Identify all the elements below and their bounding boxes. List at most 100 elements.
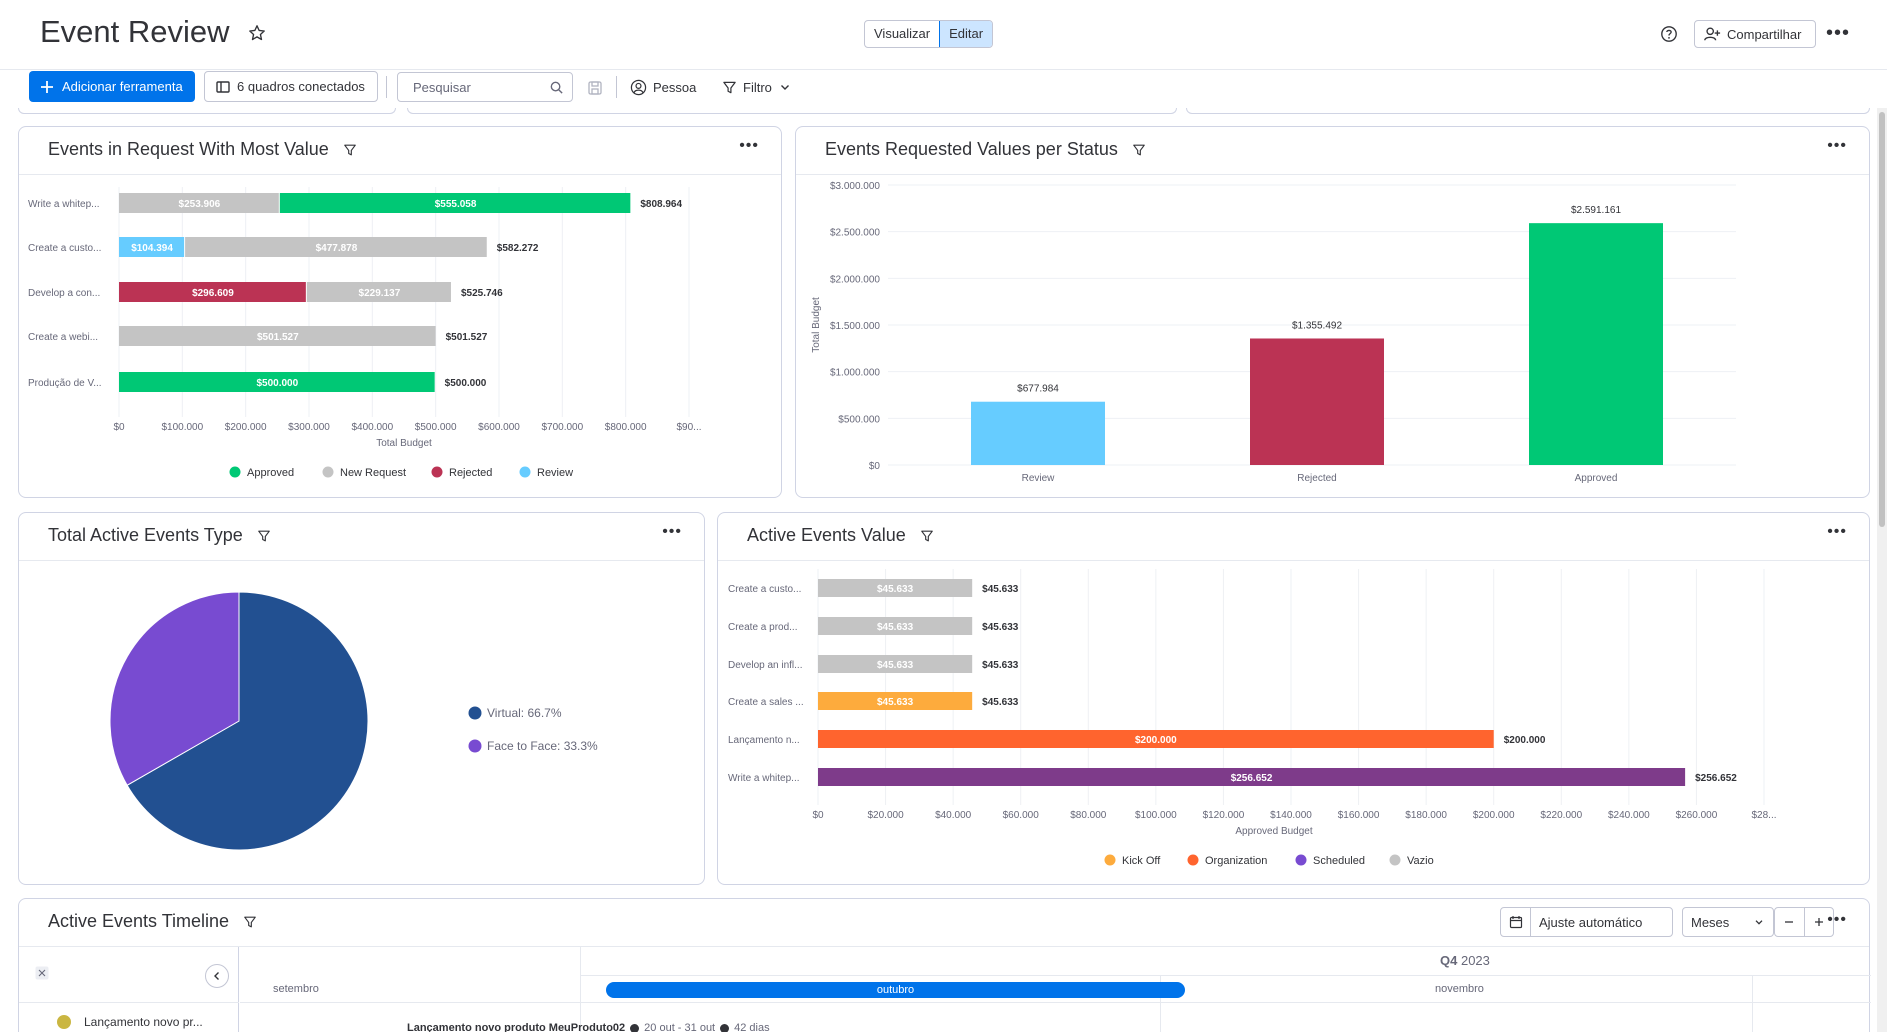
- x-tick-label: $60.000: [1003, 810, 1040, 821]
- requests-bar-chart: $0 $100.000 $200.000 $300.000 $400.000 $500.0…: [28, 187, 702, 479]
- timeline-row-label[interactable]: Lançamento novo pr...: [84, 1015, 203, 1029]
- current-month-bar[interactable]: outubro: [606, 982, 1185, 998]
- toolbar-divider: [616, 76, 617, 98]
- pie-slice: [109, 591, 240, 786]
- y-tick-label: $0: [869, 461, 881, 472]
- chevron-down-icon: [780, 85, 789, 90]
- view-button[interactable]: Visualizar: [874, 26, 931, 41]
- x-tick-label: $240.000: [1608, 810, 1650, 821]
- widget-divider: [796, 174, 1869, 175]
- status-bar-chart: $3.000.000 $2.500.000 $2.000.000 $1.500.000…: [811, 181, 1736, 484]
- bar-value-label: $45.633: [877, 660, 914, 671]
- y-tick-label: $1.500.000: [830, 321, 880, 332]
- legend-marker: [431, 466, 443, 478]
- month-label: setembro: [273, 983, 319, 995]
- widget-more-icon[interactable]: •••: [662, 523, 682, 540]
- filter-icon[interactable]: [343, 143, 357, 157]
- x-tick-label: $300.000: [288, 422, 330, 433]
- scrollbar-thumb[interactable]: [1879, 112, 1885, 527]
- widget-active-events-type: Total Active Events Type ••• Virtual: 66…: [18, 512, 705, 885]
- month-label: novembro: [1435, 983, 1484, 995]
- collapse-icon[interactable]: [35, 966, 49, 980]
- connected-boards-button[interactable]: 6 quadros conectados: [204, 71, 378, 102]
- x-tick-label: $400.000: [351, 422, 393, 433]
- widget-title-row: Events Requested Values per Status: [825, 139, 1146, 160]
- search-icon[interactable]: [549, 80, 564, 95]
- toolbar-divider: [386, 76, 387, 98]
- bar-segment: [119, 193, 279, 213]
- widget-more-icon[interactable]: •••: [1827, 911, 1847, 928]
- type-pie-chart: Virtual: 66.7% Face to Face: 33.3%: [109, 591, 598, 851]
- grid-line: [580, 947, 581, 1032]
- y-tick-label: $3.000.000: [830, 181, 880, 192]
- time-scale-select[interactable]: Meses: [1682, 907, 1774, 937]
- edit-button[interactable]: Editar: [939, 21, 993, 47]
- filter-button[interactable]: Filtro: [722, 72, 792, 102]
- more-options-icon[interactable]: •••: [1826, 22, 1851, 44]
- person-filter-button[interactable]: Pessoa: [630, 72, 696, 102]
- widget-more-icon[interactable]: •••: [739, 137, 759, 154]
- x-tick-label: $200.000: [225, 422, 267, 433]
- filter-icon[interactable]: [257, 529, 271, 543]
- filter-label: Filtro: [743, 79, 772, 95]
- month-label: outubro: [876, 984, 915, 996]
- quarter-label: Q4 2023: [1440, 953, 1490, 968]
- chevron-left-icon[interactable]: [205, 964, 229, 988]
- widget-more-icon[interactable]: •••: [1827, 137, 1847, 154]
- add-person-icon: [1704, 27, 1721, 41]
- add-tool-button[interactable]: Adicionar ferramenta: [29, 71, 195, 102]
- x-tick-label: $160.000: [1338, 810, 1380, 821]
- bar-segment: [279, 193, 631, 213]
- widget-active-events-value: Active Events Value ••• $0 $20.000 $40.000…: [717, 512, 1870, 885]
- y-tick-label: Produção de V...: [28, 378, 102, 389]
- board-icon: [216, 80, 230, 93]
- legend-label: Review: [537, 467, 573, 479]
- x-tick-label: $100.000: [1135, 810, 1177, 821]
- y-tick-label: $1.000.000: [830, 368, 880, 379]
- vertical-scrollbar[interactable]: [1877, 108, 1887, 1032]
- bar: [1529, 223, 1663, 465]
- widget-title-row: Active Events Value: [747, 525, 934, 546]
- bar-value-label: $45.633: [877, 622, 914, 633]
- chevron-down-icon: [1755, 920, 1763, 925]
- bar-value-label: $555.058: [435, 199, 477, 210]
- bar-segment: [185, 237, 487, 257]
- legend-label: Organization: [1205, 855, 1267, 867]
- grid-line: [1752, 975, 1753, 1032]
- filter-icon[interactable]: [1132, 143, 1146, 157]
- x-tick-label: Review: [1022, 473, 1056, 484]
- widget-title-row: Total Active Events Type: [48, 525, 271, 546]
- timeline-item[interactable]: Lançamento novo produto MeuProduto02 20 …: [407, 1022, 770, 1032]
- bar-value-label: $2.591.161: [1571, 205, 1621, 216]
- help-icon[interactable]: [1660, 25, 1678, 43]
- zoom-out-icon[interactable]: [1775, 908, 1805, 936]
- legend-label: Vazio: [1407, 855, 1434, 867]
- filter-icon[interactable]: [920, 529, 934, 543]
- y-axis-title: Total Budget: [811, 297, 822, 353]
- legend-label: Kick Off: [1122, 855, 1161, 867]
- bar-value-label: $477.878: [316, 243, 358, 254]
- calendar-icon: [1501, 908, 1531, 936]
- zoom-in-icon[interactable]: [1805, 908, 1834, 936]
- time-scale-value: Meses: [1691, 914, 1730, 930]
- filter-icon[interactable]: [243, 915, 257, 929]
- star-icon[interactable]: [248, 24, 266, 42]
- bar: [818, 617, 973, 635]
- save-filter-icon[interactable]: [587, 80, 603, 96]
- share-button[interactable]: Compartilhar: [1694, 20, 1816, 48]
- filter-icon: [723, 81, 736, 93]
- bar-value-label: $500.000: [256, 378, 298, 389]
- widget-more-icon[interactable]: •••: [1827, 523, 1847, 540]
- bar-total-label: $256.652: [1695, 773, 1737, 784]
- bar-segment: [119, 237, 185, 257]
- x-tick-label: $100.000: [161, 422, 203, 433]
- x-tick-label: $120.000: [1203, 810, 1245, 821]
- legend-label: Approved: [247, 467, 294, 479]
- x-tick-label: $800.000: [605, 422, 647, 433]
- legend-marker: [1187, 854, 1199, 866]
- x-tick-label: $200.000: [1473, 810, 1515, 821]
- autofit-button[interactable]: Ajuste automático: [1500, 907, 1673, 937]
- search-input[interactable]: [398, 73, 538, 101]
- bar-total-label: $501.527: [446, 332, 488, 343]
- bar-value-label: $45.633: [877, 697, 914, 708]
